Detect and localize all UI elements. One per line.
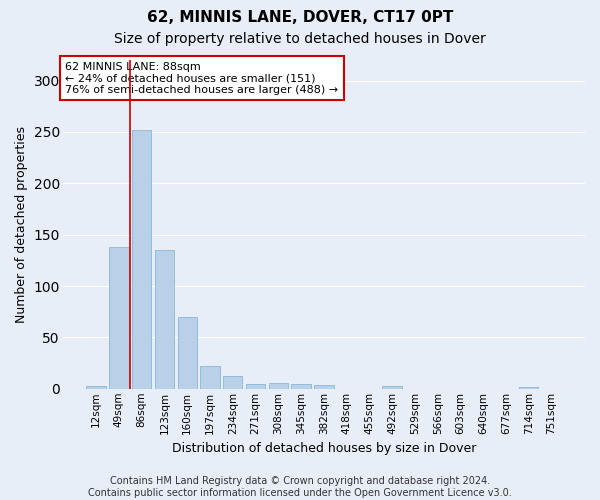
- Text: Contains HM Land Registry data © Crown copyright and database right 2024.
Contai: Contains HM Land Registry data © Crown c…: [88, 476, 512, 498]
- Bar: [178, 317, 197, 389]
- Bar: [269, 382, 288, 389]
- Text: Size of property relative to detached houses in Dover: Size of property relative to detached ho…: [114, 32, 486, 46]
- Bar: [86, 386, 106, 389]
- Y-axis label: Number of detached properties: Number of detached properties: [15, 126, 28, 323]
- Bar: [132, 130, 151, 389]
- Bar: [292, 384, 311, 389]
- Bar: [382, 386, 402, 389]
- Text: 62, MINNIS LANE, DOVER, CT17 0PT: 62, MINNIS LANE, DOVER, CT17 0PT: [147, 10, 453, 25]
- Bar: [155, 250, 174, 389]
- Bar: [223, 376, 242, 389]
- Bar: [246, 384, 265, 389]
- Text: 62 MINNIS LANE: 88sqm
← 24% of detached houses are smaller (151)
76% of semi-det: 62 MINNIS LANE: 88sqm ← 24% of detached …: [65, 62, 338, 95]
- Bar: [314, 384, 334, 389]
- X-axis label: Distribution of detached houses by size in Dover: Distribution of detached houses by size …: [172, 442, 476, 455]
- Bar: [109, 247, 128, 389]
- Bar: [200, 366, 220, 389]
- Bar: [519, 386, 538, 389]
